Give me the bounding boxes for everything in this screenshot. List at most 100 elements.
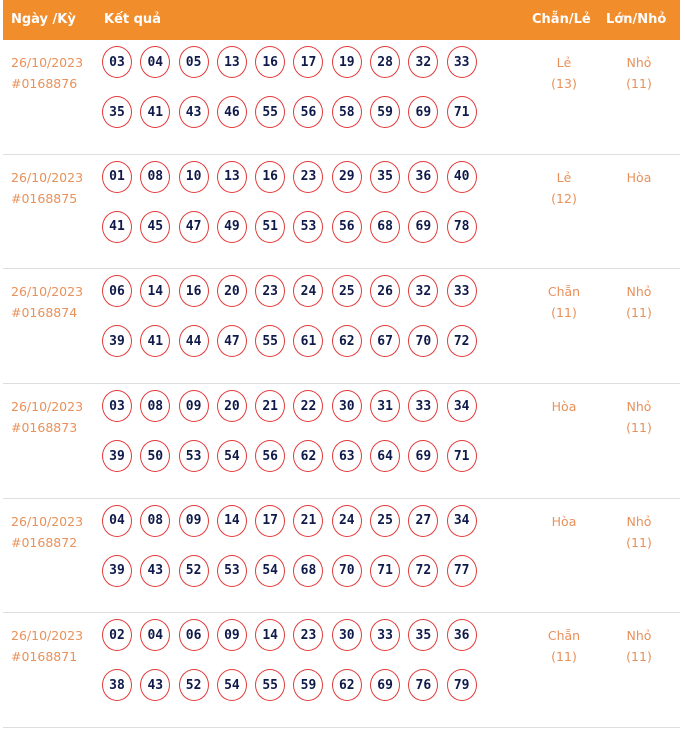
number-ball: 43: [140, 669, 171, 702]
number-ball: 69: [408, 440, 439, 473]
lon-nho-count: (11): [626, 76, 652, 91]
number-ball: 59: [293, 669, 324, 702]
number-ball: 31: [370, 390, 401, 423]
chan-le-cell: Lẻ (12): [529, 167, 599, 209]
table-body: 26/10/2023 #0168876 03 04 05 13 16 17 19 28 32 33 3…: [3, 40, 680, 729]
lon-nho-value: Nhỏ: [626, 284, 652, 300]
number-ball: 25: [370, 504, 401, 537]
number-ball: 35: [370, 160, 401, 193]
number-ball: 53: [178, 440, 209, 473]
number-ball: 17: [255, 504, 286, 537]
draw-id[interactable]: #0168874: [11, 305, 78, 321]
number-ball: 04: [140, 46, 171, 78]
number-ball: 21: [293, 504, 324, 537]
number-ball: 77: [446, 554, 477, 587]
draw-id[interactable]: #0168875: [11, 190, 78, 206]
number-ball: 68: [293, 554, 324, 587]
number-ball: 14: [140, 275, 171, 308]
number-ball: 08: [140, 504, 171, 537]
number-ball: 53: [216, 554, 247, 587]
number-ball: 43: [140, 554, 171, 587]
draw-id[interactable]: #0168872: [11, 534, 78, 550]
number-ball: 32: [408, 46, 439, 78]
number-ball: 28: [370, 46, 401, 78]
lon-nho-count: (11): [626, 649, 652, 665]
result-numbers: 03 04 05 13 16 17 19 28 32 33 35 41 43 46 55 56 58 59 69 71: [102, 46, 492, 128]
header-result: Kết quả: [104, 12, 161, 27]
number-ball: 41: [102, 210, 132, 243]
number-ball: 71: [446, 96, 477, 128]
number-ball: 06: [102, 275, 132, 308]
number-ball: 13: [216, 46, 247, 78]
number-ball: 33: [408, 390, 439, 423]
table-row: 26/10/2023 #0168875 01 08 10 13 16 23 29 35 36 40 4…: [3, 155, 680, 270]
number-ball: 55: [255, 325, 286, 358]
draw-date: 26/10/2023: [11, 513, 84, 529]
number-ball: 03: [102, 390, 132, 423]
chan-le-value: Lẻ: [556, 169, 572, 185]
number-ball: 23: [255, 275, 286, 308]
draw-info: 26/10/2023 #0168875: [11, 167, 83, 209]
draw-date: 26/10/2023: [11, 628, 84, 644]
number-ball: 54: [255, 554, 286, 587]
lon-nho-cell: Nhỏ (11): [604, 281, 674, 323]
number-ball: 69: [408, 210, 439, 243]
number-ball: 68: [370, 210, 401, 243]
number-ball: 16: [255, 46, 286, 78]
draw-id[interactable]: #0168873: [11, 420, 78, 436]
number-ball: 52: [178, 669, 209, 702]
number-ball: 33: [446, 275, 477, 308]
number-ball: 40: [446, 160, 477, 193]
number-ball: 69: [408, 96, 439, 128]
result-numbers: 03 08 09 20 21 22 30 31 33 34 39 50 53 54 56 62 63 64 69 71: [102, 390, 492, 473]
number-ball: 16: [255, 160, 286, 193]
draw-id[interactable]: #0168876: [11, 76, 78, 91]
chan-le-value: Chẵn: [547, 628, 581, 644]
chan-le-cell: Lẻ (13): [529, 52, 599, 94]
draw-id[interactable]: #0168871: [11, 649, 78, 665]
lon-nho-value: Nhỏ: [626, 513, 652, 529]
lon-nho-count: (11): [626, 534, 652, 550]
number-ball: 62: [331, 325, 362, 358]
number-ball: 35: [408, 619, 439, 652]
number-ball: 24: [331, 504, 362, 537]
lon-nho-cell: Nhỏ (11): [604, 511, 674, 553]
number-ball: 17: [293, 46, 324, 78]
number-ball: 52: [178, 554, 209, 587]
number-ball: 63: [331, 440, 362, 473]
number-ball: 54: [216, 669, 247, 702]
lon-nho-value: Nhỏ: [626, 399, 652, 415]
number-ball: 41: [140, 325, 171, 358]
number-ball: 47: [178, 210, 209, 243]
lon-nho-count: (11): [626, 305, 652, 321]
number-ball: 32: [408, 275, 439, 308]
number-ball: 54: [216, 440, 247, 473]
draw-date: 26/10/2023: [11, 399, 84, 415]
result-numbers: 06 14 16 20 23 24 25 26 32 33 39 41 44 47 55 61 62 67 70 72: [102, 275, 492, 358]
lon-nho-cell: Nhỏ (11): [604, 396, 674, 438]
number-ball: 41: [140, 96, 171, 128]
number-ball: 33: [370, 619, 401, 652]
number-ball: 39: [102, 554, 132, 587]
number-ball: 62: [293, 440, 324, 473]
table-row: 26/10/2023 #0168874 06 14 16 20 23 24 25 26 32 33 3…: [3, 269, 680, 385]
number-ball: 14: [216, 504, 247, 537]
draw-info: 26/10/2023 #0168872: [11, 511, 83, 553]
number-ball: 53: [293, 210, 324, 243]
number-ball: 45: [140, 210, 171, 243]
chan-le-count: (12): [551, 190, 577, 206]
number-ball: 64: [370, 440, 401, 473]
chan-le-cell: Hòa: [529, 511, 599, 532]
number-ball: 23: [293, 619, 324, 652]
number-ball: 30: [331, 390, 362, 423]
number-ball: 33: [446, 46, 477, 78]
number-ball: 30: [331, 619, 362, 652]
lon-nho-count: (11): [626, 420, 652, 436]
table-row: 26/10/2023 #0168872 04 08 09 14 17 21 24 25 27 34 3…: [3, 499, 680, 614]
lon-nho-value: Hòa: [626, 169, 652, 185]
table-row: 26/10/2023 #0168871 02 04 06 09 14 23 30 33 35 36 3…: [3, 613, 680, 729]
draw-date: 26/10/2023: [11, 55, 84, 70]
number-ball: 06: [178, 619, 209, 652]
chan-le-value: Lẻ: [556, 55, 572, 70]
number-ball: 05: [178, 46, 209, 78]
